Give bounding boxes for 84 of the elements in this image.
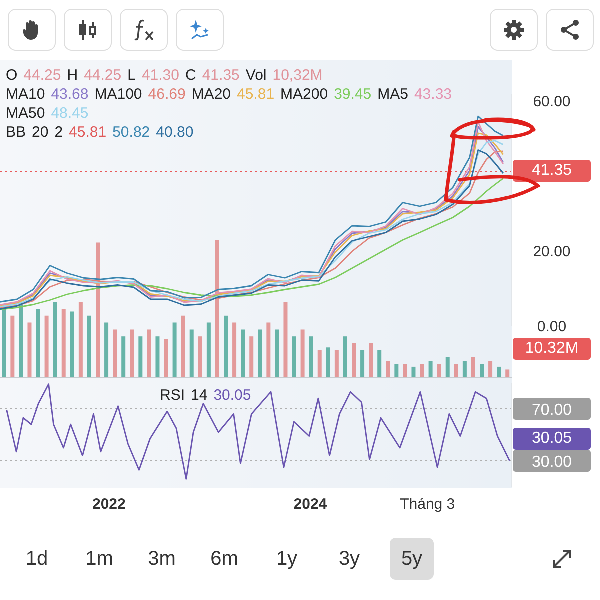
- y-tick-label: 20.00: [533, 243, 571, 260]
- bar: [488, 361, 493, 378]
- bar: [241, 330, 246, 378]
- text: 3y: [338, 547, 362, 572]
- y-tick-label: 60.00: [533, 93, 571, 110]
- text: O 44.25 H 44.25 L 41.30 C 41.35 Vol 10,32M: [6, 67, 323, 84]
- bar: [36, 309, 40, 378]
- bar: [412, 366, 416, 378]
- bar: [462, 361, 467, 378]
- text: 10.32M: [513, 338, 591, 360]
- bar: [378, 350, 382, 378]
- bar: [130, 330, 134, 378]
- bar: [326, 348, 330, 378]
- bar: [428, 361, 433, 378]
- y-tick-label: 0.00: [537, 318, 567, 335]
- bar: [19, 302, 24, 378]
- bar: [224, 316, 228, 378]
- bar: [78, 302, 83, 378]
- bar: [471, 357, 476, 378]
- bar: [2, 309, 6, 378]
- bar: [343, 336, 348, 378]
- bar: [420, 364, 424, 378]
- annotation: RSI 14 30.05: [160, 386, 252, 405]
- bar: [156, 336, 160, 378]
- bar: [437, 364, 442, 378]
- bar: [292, 336, 296, 378]
- bar: [96, 242, 100, 378]
- bar: [258, 330, 262, 378]
- bar: [147, 330, 152, 378]
- bar: [506, 370, 510, 378]
- text: MA10 43.68 MA100 46.69 MA20 45.81 MA200 39.45 MA5 43.33 MA50 48.45: [6, 86, 452, 122]
- bar: [266, 322, 271, 378]
- line-series: [0, 177, 504, 310]
- bar: [87, 316, 92, 378]
- bar: [232, 322, 237, 378]
- x-tick-label: 2024: [294, 496, 328, 513]
- line-series: [6, 384, 510, 480]
- text: 5y: [390, 538, 434, 580]
- bar: [360, 350, 365, 378]
- bar: [284, 302, 288, 378]
- bar: [480, 364, 484, 378]
- bar: [497, 366, 502, 378]
- ref-line-label: 41.35: [513, 160, 591, 182]
- bar: [275, 330, 280, 378]
- bar: [454, 364, 458, 378]
- bar: [394, 364, 399, 378]
- bar: [138, 336, 143, 378]
- bar: [250, 336, 254, 378]
- bar: [369, 344, 374, 378]
- text: 1m: [84, 547, 114, 572]
- bar: [53, 302, 58, 378]
- bar: [300, 330, 305, 378]
- bar: [334, 350, 339, 378]
- x-tick-label: Tháng 3: [400, 496, 456, 513]
- bar: [206, 322, 211, 378]
- bar: [172, 322, 177, 378]
- bar: [386, 361, 390, 378]
- bar: [104, 322, 109, 378]
- bar: [215, 240, 220, 378]
- bar: [190, 330, 194, 378]
- y-tick-label: 70.00: [532, 402, 572, 419]
- bar: [164, 339, 168, 378]
- text: 1d: [24, 547, 50, 572]
- text: 6m: [210, 547, 240, 572]
- y-tick-label: 30.00: [532, 454, 572, 471]
- bar: [122, 336, 126, 378]
- text: 30.05: [513, 428, 591, 450]
- bar: [10, 316, 15, 378]
- bar: [44, 316, 49, 378]
- x-tick-label: 2022: [92, 496, 126, 513]
- bar: [446, 357, 450, 378]
- bar: [309, 336, 314, 378]
- bar: [318, 350, 322, 378]
- bar: [113, 330, 118, 378]
- bar: [403, 364, 408, 378]
- text: 3m: [147, 547, 177, 572]
- bar: [181, 316, 186, 378]
- bar: [28, 322, 32, 378]
- bar: [70, 312, 74, 378]
- bar: [198, 336, 202, 378]
- text: 1y: [275, 547, 299, 572]
- annotation: BB 20 2 45.81 50.82 40.80: [6, 123, 194, 142]
- bar: [62, 309, 66, 378]
- bar: [352, 344, 356, 378]
